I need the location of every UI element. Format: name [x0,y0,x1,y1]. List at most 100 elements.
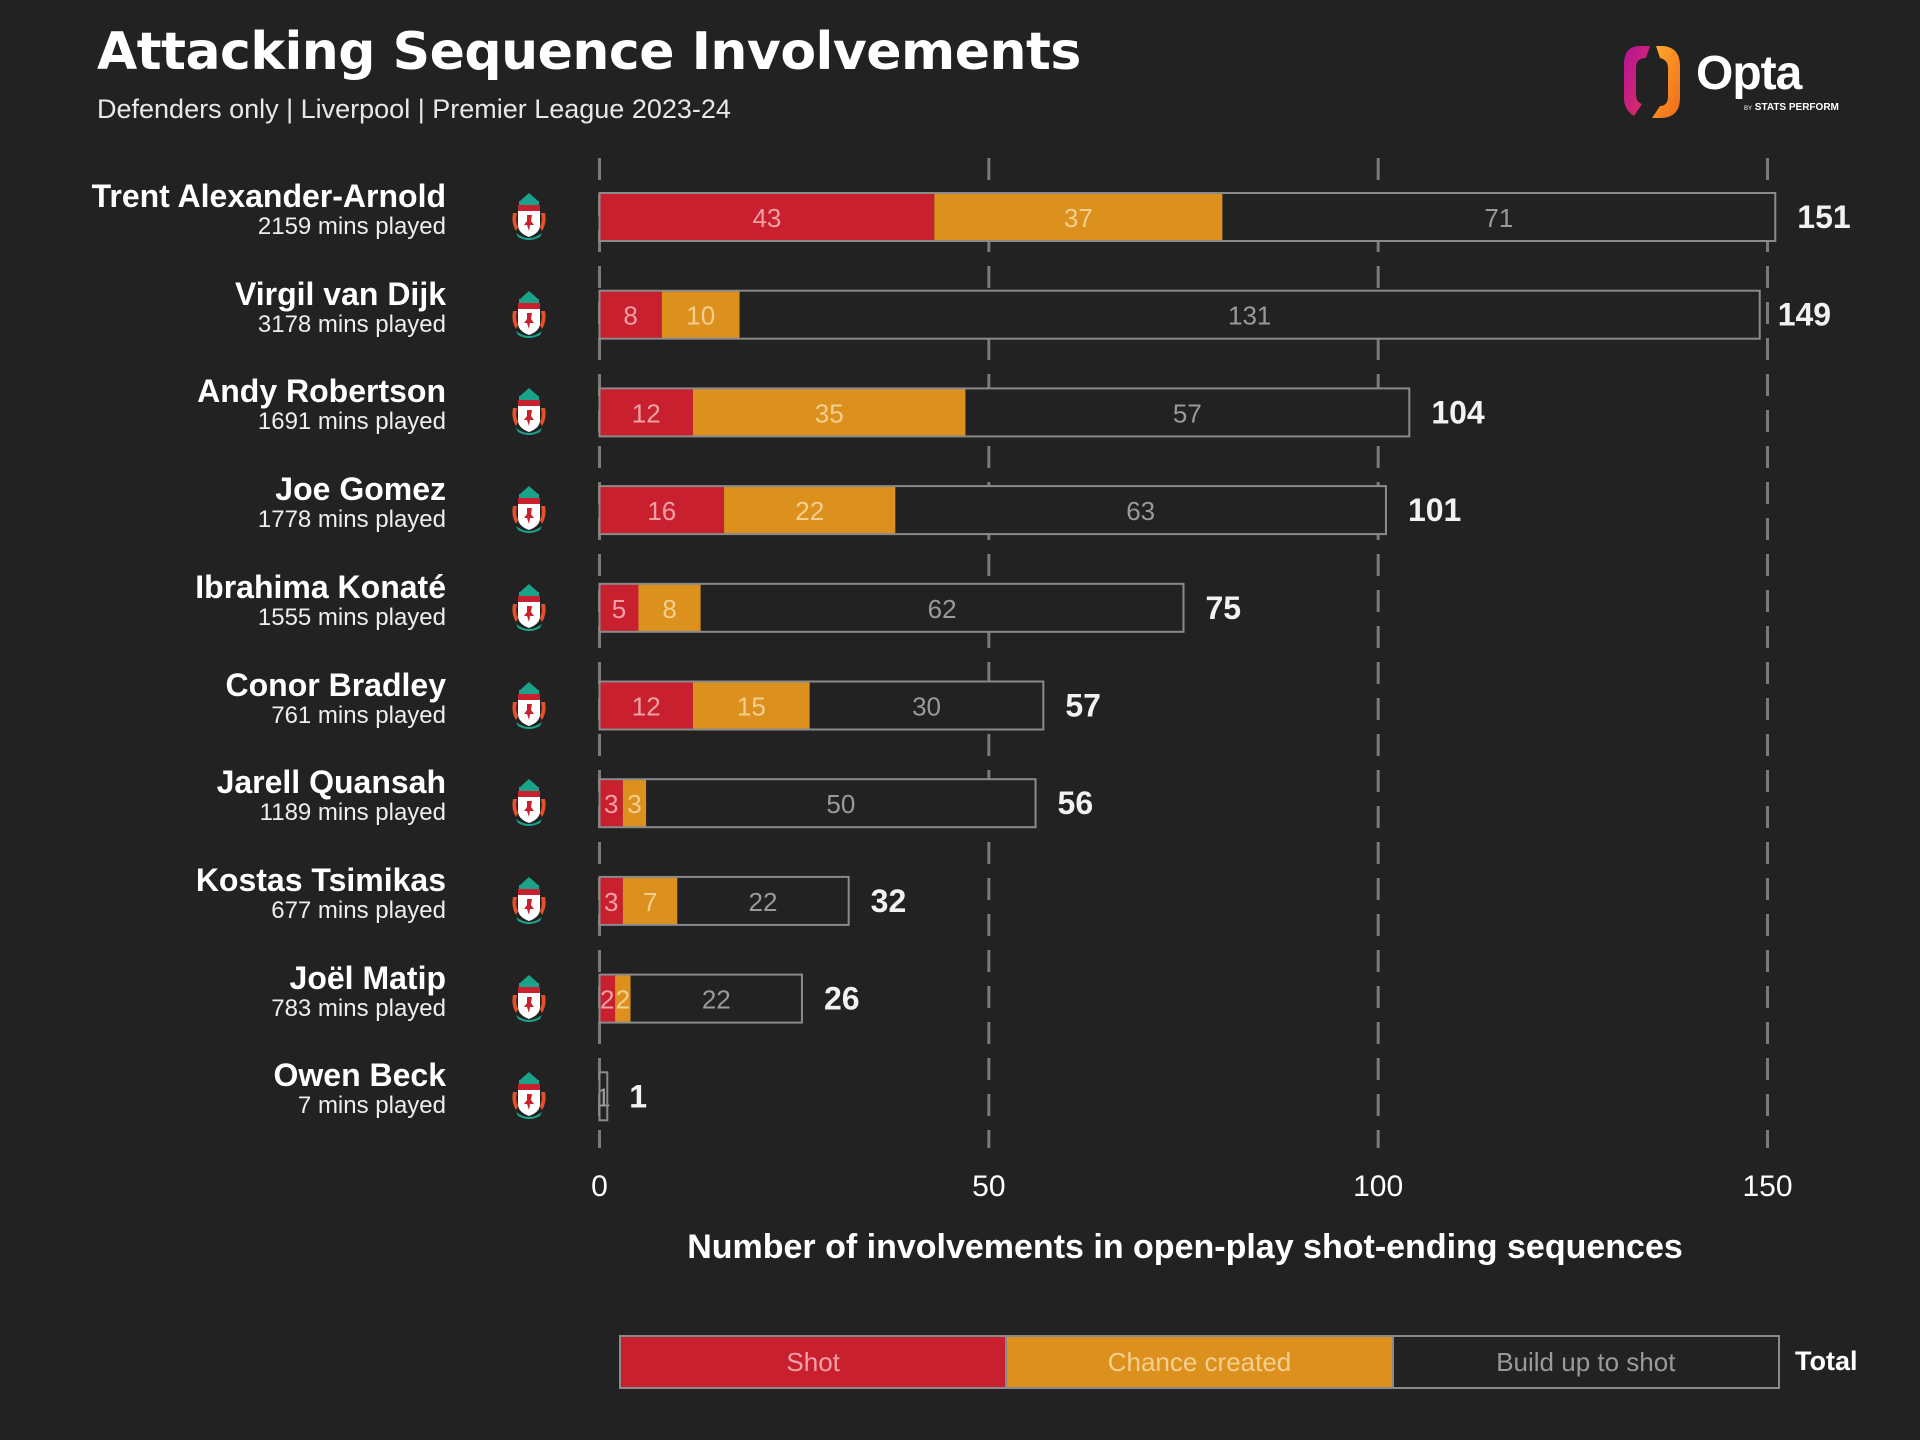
player-name: Joël Matip [289,959,446,996]
segment-value-label: 5 [612,594,626,624]
segment-value-label: 71 [1484,203,1513,233]
segment-value-label: 22 [749,887,778,917]
bar-outline [598,778,1037,829]
bar-segment-build-up [599,1072,608,1121]
bar-segment-build-up [677,876,849,925]
bar-total-label: 32 [871,883,907,919]
bar-segment-chance-created [934,193,1223,241]
bar-segment-build-up [739,290,1760,339]
legend-total-label: Total [1795,1346,1858,1376]
player-minutes: 3178 mins played [257,310,446,338]
segment-value-label: 57 [1173,398,1202,428]
player-name: Jarell Quansah [216,764,446,801]
segment-value-label: 22 [795,496,824,526]
player-minutes: 1189 mins played [259,799,446,827]
x-tick-label: 50 [972,1170,1005,1203]
liverpool-crest-icon [510,191,548,243]
segment-value-label: 43 [752,203,781,233]
bar-outline [598,289,1761,340]
segment-value-label: 62 [928,594,957,624]
bar-total-label: 26 [824,981,860,1017]
bar-total-label: 75 [1206,590,1242,626]
player-minutes: 1691 mins played [257,408,446,436]
player-name: Kostas Tsimikas [195,861,446,898]
segment-value-label: 3 [604,789,618,819]
bar-segment-build-up [630,974,802,1023]
player-minutes: 1778 mins played [257,506,446,534]
bar-total-label: 104 [1431,394,1485,430]
player-name: Trent Alexander-Arnold [91,178,446,214]
segment-value-label: 35 [815,398,844,428]
bar-segment-shot [599,388,693,437]
player-name: Conor Bradley [225,666,446,703]
liverpool-crest-icon [510,1070,548,1122]
bar-outline [598,1071,609,1122]
segment-value-label: 8 [662,594,676,624]
bar-segment-shot [599,583,639,632]
segment-value-label: 16 [647,496,676,526]
bar-outline [598,387,1411,438]
bar-total-label: 57 [1065,688,1101,724]
bar-segment-shot [599,290,662,339]
player-minutes: 2159 mins played [257,213,446,240]
liverpool-crest-icon [510,680,548,732]
liverpool-crest-icon [510,386,548,438]
liverpool-crest-icon [510,484,548,536]
chart-title: Attacking Sequence Involvements [97,22,1081,82]
bar-segment-chance-created [692,388,966,437]
bar-segment-chance-created [615,974,631,1023]
bar-segment-shot [599,486,725,535]
segment-value-label: 37 [1064,203,1093,233]
logo-tagline: STATS PERFORM [1754,102,1839,113]
opta-logo-text: Opta [1696,47,1802,100]
bar-segment-shot [599,681,693,730]
segment-value-label: 2 [600,985,614,1015]
segment-value-label: 1 [596,1082,610,1112]
opta-logo: Opta BY STATS PERFORM [1620,44,1850,120]
x-tick-label: 150 [1742,1170,1792,1203]
bar-total-label: 1 [629,1078,647,1114]
bar-outline [598,973,803,1024]
opta-logo-icon [1624,46,1680,118]
liverpool-crest-icon [510,875,548,927]
bar-segment-build-up [1222,193,1776,241]
player-name: Owen Beck [273,1057,446,1094]
bar-segment-chance-created [724,486,896,535]
segment-value-label: 3 [627,789,641,819]
player-name: Ibrahima Konaté [195,568,446,605]
bar-total-label: 56 [1058,785,1094,821]
segment-value-label: 12 [632,398,661,428]
segment-value-label: 2 [616,985,630,1015]
bar-segment-shot [599,779,623,828]
player-minutes: 7 mins played [297,1092,446,1120]
segment-value-label: 3 [604,887,618,917]
player-minutes: 677 mins played [271,896,446,924]
liverpool-crest-icon [510,777,548,829]
bar-segment-build-up [895,486,1386,535]
segment-value-label: 22 [702,985,731,1015]
bar-outline [598,875,850,926]
x-tick-label: 0 [591,1170,608,1203]
bar-outline [598,485,1387,536]
segment-value-label: 63 [1126,496,1155,526]
bar-segment-build-up [809,681,1044,730]
bar-total-label: 101 [1408,492,1461,528]
segment-value-label: 10 [686,301,715,331]
legend: Shot Chance created Build up to shot [619,1335,1780,1389]
segment-value-label: 50 [826,789,855,819]
segment-value-label: 131 [1228,301,1271,331]
segment-value-label: 30 [912,692,941,722]
bar-outline [598,582,1185,633]
bar-segment-build-up [965,388,1410,437]
legend-item-shot: Shot [621,1337,1008,1387]
bar-segment-chance-created [638,583,701,632]
bar-outline [598,192,1777,242]
legend-item-chance-created: Chance created [1007,1337,1394,1387]
bar-segment-chance-created [622,779,647,828]
player-minutes: 1555 mins played [257,603,446,631]
bar-segment-build-up [646,779,1036,828]
bar-segment-shot [599,876,623,925]
player-name: Virgil van Dijk [234,275,446,312]
bar-segment-chance-created [661,290,740,339]
